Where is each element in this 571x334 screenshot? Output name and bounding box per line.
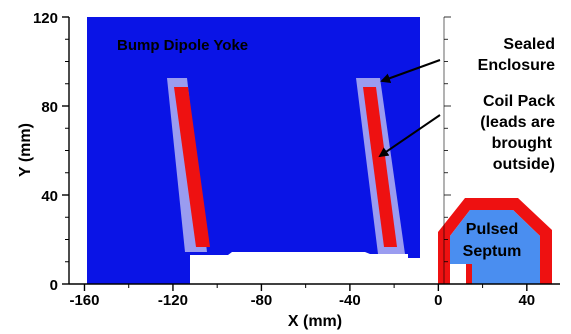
pulsed-septum-body	[450, 210, 540, 284]
x-tick-label: -40	[339, 292, 361, 309]
coil-arrow	[378, 114, 441, 158]
x-tick-label: 0	[434, 292, 442, 309]
right-coil-pack	[363, 87, 397, 247]
coil-label-line4: outside)	[493, 156, 555, 173]
septum-label-line2: Septum	[463, 243, 522, 260]
y-tick-label: 40	[41, 188, 58, 205]
septum-gap-marker	[466, 264, 472, 284]
y-ticks: 0 40 80 120	[33, 10, 69, 294]
coil-label-line3: brought	[492, 135, 553, 152]
septum-label-line1: Pulsed	[466, 221, 518, 238]
pulsed-septum-border	[438, 198, 552, 284]
x-axis-label: X (mm)	[288, 313, 342, 330]
x-ticks: -160 -120 -80 -40 0 40	[69, 284, 535, 309]
enclosure-arrow	[380, 59, 441, 83]
left-coil-pack	[174, 87, 210, 247]
x-tick-label: -80	[251, 292, 273, 309]
coil-label-line1: Coil Pack	[483, 93, 555, 110]
yoke-label: Bump Dipole Yoke	[117, 37, 248, 54]
enclosure-label-line1: Sealed	[503, 36, 555, 53]
y-tick-label: 0	[50, 277, 58, 294]
x-tick-label: -120	[158, 292, 188, 309]
y-tick-label: 80	[41, 99, 58, 116]
x-tick-label: -160	[69, 292, 99, 309]
y-tick-label: 120	[33, 10, 58, 27]
coil-label-line2: (leads are	[480, 114, 555, 131]
right-ticks	[443, 16, 451, 285]
x-tick-label: 40	[518, 292, 535, 309]
y-axis-label: Y (mm)	[17, 123, 34, 177]
enclosure-label-line2: Enclosure	[478, 57, 555, 74]
